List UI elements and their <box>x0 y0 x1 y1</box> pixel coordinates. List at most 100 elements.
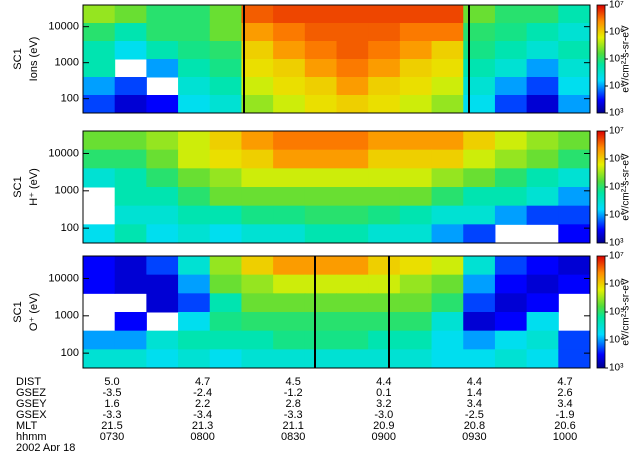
spectrogram-cell <box>114 224 147 244</box>
spectrogram-cell <box>463 41 496 60</box>
spectrogram-cell <box>304 149 337 169</box>
spectrogram-cell <box>558 330 591 350</box>
y-axis-label: SC1 <box>12 301 24 322</box>
spectrogram-cell <box>304 330 337 350</box>
spectrogram-cell <box>114 312 147 332</box>
spectrogram-cell <box>368 330 401 350</box>
spectrogram-cell <box>368 312 401 332</box>
spectrogram-cell <box>114 23 147 42</box>
spectrogram-cell <box>273 274 306 294</box>
colorbar-tick-label: 10⁷ <box>609 0 624 11</box>
spectrogram-cell <box>431 77 464 96</box>
spectrogram-cell <box>463 5 496 24</box>
spectrogram-cell <box>431 256 464 276</box>
ephemeris-label: GSEY <box>16 398 47 410</box>
spectrogram-cell <box>146 224 179 244</box>
spectrogram-cell <box>146 59 179 78</box>
spectrogram-cell <box>178 256 211 276</box>
spectrogram-cell <box>178 312 211 332</box>
spectrogram-cell <box>431 349 464 369</box>
ephemeris-label: hhmm <box>16 431 47 443</box>
spectrogram-cell <box>273 256 306 276</box>
ephemeris-date: 2002 Apr 18 <box>16 442 75 451</box>
spectrogram-cell <box>241 224 274 244</box>
spectrogram-cell <box>463 77 496 96</box>
spectrogram-cell <box>368 187 401 207</box>
spectrogram-cell <box>146 349 179 369</box>
spectrogram-cell <box>463 312 496 332</box>
spectrogram-cell <box>178 149 211 169</box>
y-tick-label: 100 <box>61 222 79 234</box>
spectrogram-cell <box>209 131 242 151</box>
spectrogram-cell <box>114 256 147 276</box>
spectrogram-cell <box>558 187 591 207</box>
spectrogram-cell <box>431 131 464 151</box>
spectrogram-cell <box>241 256 274 276</box>
spectrogram-cell <box>241 5 274 24</box>
spectrogram-cell <box>114 149 147 169</box>
ephemeris-value: -2.4 <box>193 387 212 399</box>
spectrogram-cell <box>431 5 464 24</box>
spectrogram-cell <box>399 256 433 276</box>
spectrogram-cell <box>558 23 591 42</box>
spectrogram-cell <box>399 131 433 151</box>
y-axis-label: SC1 <box>12 48 24 69</box>
y-axis-label: H⁺ (eV) <box>28 168 40 206</box>
spectrogram-cell <box>273 59 306 78</box>
spectrogram-cell <box>114 5 147 24</box>
spectrogram-cell <box>336 293 369 313</box>
spectrogram-cell <box>526 23 559 42</box>
ephemeris-value: 3.4 <box>467 398 482 410</box>
spectrogram-cell <box>368 256 401 276</box>
spectrogram-cell <box>494 168 528 188</box>
y-tick-label: 10000 <box>48 272 79 284</box>
spectrogram-cell <box>368 205 401 225</box>
spectrogram-cell <box>336 77 369 96</box>
spectrogram-cell <box>178 5 211 24</box>
y-tick-label: 100 <box>61 93 79 105</box>
spectrogram-cell <box>399 59 433 78</box>
spectrogram-cell <box>209 168 242 188</box>
spectrogram-cell <box>273 95 306 114</box>
colorbar-tick-label: 10⁴ <box>609 335 624 346</box>
spectrogram-cell <box>336 330 369 350</box>
y-axis-label: O⁺ (eV) <box>28 293 40 331</box>
spectrogram-cell <box>114 205 147 225</box>
spectrogram-cell <box>304 41 337 60</box>
spectrogram-cell <box>399 77 433 96</box>
spectrogram-cell <box>209 95 242 114</box>
spectrogram-cell <box>146 187 179 207</box>
spectrogram-cell <box>494 205 528 225</box>
spectrogram-cell <box>178 131 211 151</box>
spectrogram-cell <box>146 41 179 60</box>
spectrogram-cell <box>431 149 464 169</box>
ephemeris-value: 0830 <box>281 431 305 443</box>
ephemeris-value: 5.0 <box>104 376 119 388</box>
spectrogram-cell <box>558 5 591 24</box>
spectrogram-cell <box>304 224 337 244</box>
spectrogram-cell <box>336 256 369 276</box>
spectrogram-cell <box>209 187 242 207</box>
spectrogram-cell <box>178 95 211 114</box>
ephemeris-value: 21.3 <box>192 420 213 432</box>
spectrogram-cell <box>146 23 179 42</box>
spectrogram-cell <box>494 149 528 169</box>
spectrogram-cell <box>83 131 116 151</box>
spectrogram-cell <box>178 41 211 60</box>
spectrogram-cell <box>399 187 433 207</box>
spectrogram-cell <box>558 168 591 188</box>
spectrogram-cell <box>399 274 433 294</box>
spectrogram-cell <box>178 274 211 294</box>
ephemeris-value: 3.2 <box>376 398 391 410</box>
spectrogram-cell <box>304 256 337 276</box>
spectrogram-cell <box>146 293 179 313</box>
spectrogram-cell <box>241 77 274 96</box>
spectrogram-cell <box>399 23 433 42</box>
spectrogram-cell <box>558 131 591 151</box>
spectrogram-cell <box>114 95 147 114</box>
spectrogram-cell <box>463 59 496 78</box>
colorbar <box>596 130 606 244</box>
spectrogram-cell <box>178 23 211 42</box>
colorbar-tick-label: 10³ <box>609 363 624 374</box>
y-tick-label: 1000 <box>55 57 79 69</box>
